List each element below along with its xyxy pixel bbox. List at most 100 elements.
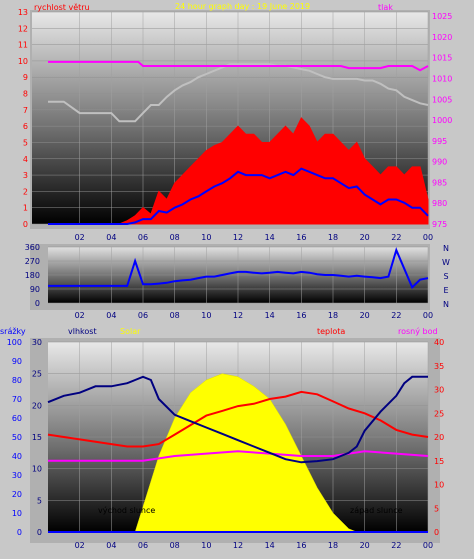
temp-x-tick-label: 08 [170,541,180,550]
temp-y-tick-label: 35 [434,362,444,371]
pressure-y-tick-label: 1005 [432,95,452,104]
sunset-label: západ slunce [350,506,403,515]
wind-x-tick-label: 14 [265,233,275,242]
solar-label: Solar [120,327,141,336]
direction-x-tick-label: 12 [233,311,243,320]
wind-y-tick-label: 6 [23,122,28,131]
temp-y-tick-label: 30 [434,386,444,395]
temp-x-tick-label: 00 [423,541,433,550]
temp-y-tick-label: 20 [434,433,444,442]
temp-y-tick-label: 0 [434,528,439,537]
direction-x-tick-label: 04 [106,311,116,320]
humidity-y-tick-label: 0 [37,528,42,537]
rain-y-tick-label: 100 [7,338,22,347]
rain-y-tick-label: 30 [12,471,22,480]
chart-title: 24 hour graph day : 19 June 2019 [175,2,310,11]
pressure-y-tick-label: 1025 [432,12,452,21]
direction-x-tick-label: 00 [423,311,433,320]
wind-x-tick-label: 20 [360,233,370,242]
temp-x-tick-label: 22 [391,541,401,550]
humidity-y-tick-label: 5 [37,496,42,505]
temp-y-tick-label: 5 [434,504,439,513]
temp-x-tick-label: 10 [201,541,211,550]
humidity-y-tick-label: 30 [32,338,42,347]
wind-y-tick-label: 10 [18,57,28,66]
humidity-y-tick-label: 20 [32,401,42,410]
compass-label: N [443,300,449,309]
wind-y-tick-label: 4 [23,155,28,164]
wind-y-tick-label: 1 [23,204,28,213]
rain-y-tick-label: 70 [12,395,22,404]
compass-label: N [443,244,449,253]
temp-x-tick-label: 02 [75,541,85,550]
wind-y-tick-label: 3 [23,171,28,180]
wind-x-tick-label: 00 [423,233,433,242]
pressure-y-tick-label: 975 [432,220,447,229]
wind-x-tick-label: 02 [75,233,85,242]
direction-series-line [48,247,429,290]
rain-y-tick-label: 50 [12,433,22,442]
pressure-y-tick-label: 1010 [432,75,452,84]
wind-y-tick-label: 8 [23,90,28,99]
humidity-label: vlhkost [68,327,97,336]
wind-x-tick-label: 10 [201,233,211,242]
pressure-y-tick-label: 990 [432,158,447,167]
temp-y-tick-label: 25 [434,409,444,418]
humidity-y-tick-label: 15 [32,433,42,442]
rain-label: srážky [0,327,26,336]
wind-y-tick-label: 7 [23,106,28,115]
temp-x-tick-label: 18 [328,541,338,550]
compass-label: E [443,286,448,295]
wind-y-tick-label: 12 [18,24,28,33]
wind-x-tick-label: 18 [328,233,338,242]
temperature-series-line [47,390,429,448]
chart-layer: 0123456789101112139759809859909951000100… [7,8,453,550]
compass-label: S [443,272,448,281]
rain-y-tick-label: 10 [12,509,22,518]
temp-x-tick-label: 12 [233,541,243,550]
dewpoint-label: rosný bod [398,327,438,336]
pressure-y-tick-label: 1000 [432,116,452,125]
avg-wind-series-line [48,167,429,225]
compass-label: W [442,258,450,267]
rain-y-tick-label: 20 [12,490,22,499]
temperature-label: teplota [317,327,345,336]
temp-x-tick-label: 14 [265,541,275,550]
temp-x-tick-label: 04 [106,541,116,550]
temp-x-tick-label: 06 [138,541,148,550]
direction-x-tick-label: 20 [360,311,370,320]
wind-y-tick-label: 5 [23,138,28,147]
direction-x-tick-label: 18 [328,311,338,320]
pressure-label: tlak [378,3,393,12]
direction-y-tick-label: 270 [25,257,40,266]
direction-x-tick-label: 22 [391,311,401,320]
direction-x-tick-label: 06 [138,311,148,320]
wind-x-tick-label: 22 [391,233,401,242]
temp-y-tick-label: 10 [434,481,444,490]
pressure-y-tick-label: 1020 [432,33,452,42]
wind-x-tick-label: 06 [138,233,148,242]
wind-y-tick-label: 13 [18,8,28,17]
direction-y-tick-label: 0 [35,299,40,308]
direction-x-tick-label: 02 [75,311,85,320]
wind-x-tick-label: 08 [170,233,180,242]
humidity-y-tick-label: 10 [32,465,42,474]
pressure-y-tick-label: 1015 [432,54,452,63]
temp-x-tick-label: 16 [296,541,306,550]
wind-speed-label: rychlost větru [34,3,90,12]
rain-y-tick-label: 0 [17,528,22,537]
wind-x-tick-label: 16 [296,233,306,242]
direction-x-tick-label: 14 [265,311,275,320]
pressure-y-tick-label: 980 [432,199,447,208]
temp-x-tick-label: 20 [360,541,370,550]
wind-y-tick-label: 9 [23,73,28,82]
humidity-y-tick-label: 25 [32,370,42,379]
temp-y-tick-label: 40 [434,338,444,347]
direction-y-tick-label: 180 [25,271,40,280]
wind-y-tick-label: 11 [18,41,28,50]
humidity-series-line [47,375,428,464]
wind-x-tick-label: 12 [233,233,243,242]
direction-x-tick-label: 08 [170,311,180,320]
pressure-y-tick-label: 985 [432,178,447,187]
